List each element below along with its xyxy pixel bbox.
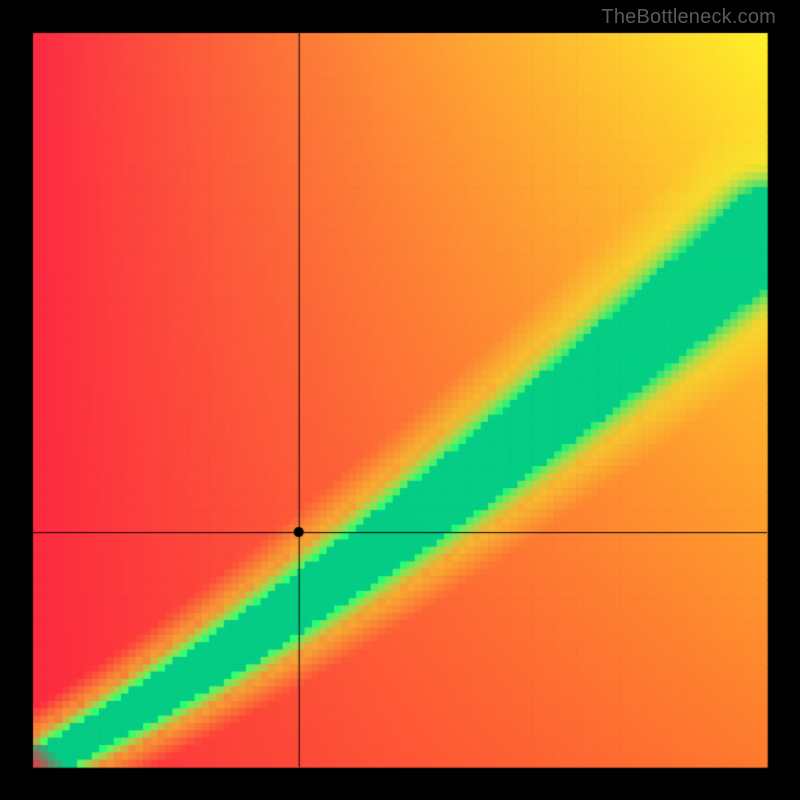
heatmap-canvas	[0, 0, 800, 800]
figure-stage: TheBottleneck.com	[0, 0, 800, 800]
watermark-text: TheBottleneck.com	[601, 6, 776, 29]
